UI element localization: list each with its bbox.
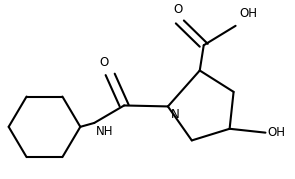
Text: O: O (173, 3, 183, 16)
Text: NH: NH (96, 125, 114, 138)
Text: N: N (171, 108, 180, 121)
Text: OH: OH (240, 7, 258, 20)
Text: OH: OH (268, 126, 286, 139)
Text: O: O (100, 55, 109, 69)
